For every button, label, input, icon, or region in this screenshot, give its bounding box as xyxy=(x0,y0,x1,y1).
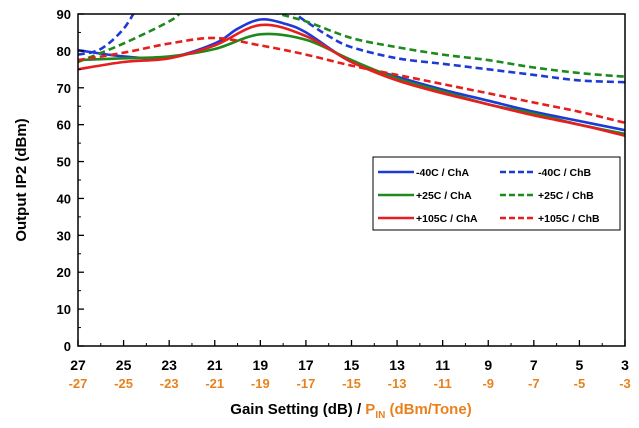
y-tick-label: 70 xyxy=(57,81,71,96)
x-tick-label: 27 xyxy=(70,357,86,373)
series-line-105c-chb xyxy=(78,36,625,125)
x-secondary-tick-label: -7 xyxy=(528,376,540,391)
x-secondary-tick-label: -9 xyxy=(482,376,494,391)
x-secondary-tick-label: -3 xyxy=(619,376,631,391)
x-tick-label: 25 xyxy=(116,357,132,373)
x-axis-label-main: Gain Setting (dB) / xyxy=(230,401,365,418)
y-tick-label: 90 xyxy=(57,7,71,22)
x-secondary-tick-label: -19 xyxy=(251,376,270,391)
x-axis-label-secondary: PIN (dBm/Tone) xyxy=(365,401,471,421)
x-secondary-tick-label: -21 xyxy=(205,376,224,391)
y-tick-label: 0 xyxy=(64,339,71,354)
series-layer xyxy=(78,14,625,137)
x-tick-label: 9 xyxy=(484,357,492,373)
series-line-40c-chb xyxy=(78,14,135,56)
legend-label: +25C / ChB xyxy=(538,190,594,202)
x-tick-label: 11 xyxy=(435,357,450,373)
x-tick-label: 3 xyxy=(621,357,629,373)
x-tick-label: 19 xyxy=(253,357,269,373)
x-secondary-tick-label: -5 xyxy=(574,376,586,391)
legend-label: -40C / ChB xyxy=(538,167,592,179)
y-tick-label: 10 xyxy=(57,302,71,317)
x-axis-label: Gain Setting (dB) / PIN (dBm/Tone) xyxy=(230,401,471,421)
series-line-105c-cha xyxy=(78,23,625,137)
x-tick-label: 21 xyxy=(207,357,223,373)
x-secondary-tick-label: -27 xyxy=(69,376,88,391)
legend-label: -40C / ChA xyxy=(416,167,470,179)
series-line-40c-chb xyxy=(292,14,625,84)
series-line-25c-cha xyxy=(78,32,625,136)
x-secondary-tick-label: -17 xyxy=(297,376,316,391)
y-tick-label: 60 xyxy=(57,118,71,133)
legend-label: +105C / ChB xyxy=(538,213,600,225)
x-tick-label: 23 xyxy=(161,357,177,373)
y-tick-label: 20 xyxy=(57,265,71,280)
x-secondary-tick-label: -25 xyxy=(114,376,133,391)
x-tick-label: 13 xyxy=(389,357,405,373)
series-line-25c-chb xyxy=(78,14,181,64)
y-tick-label: 50 xyxy=(57,155,71,170)
x-tick-label: 5 xyxy=(576,357,584,373)
x-tick-label: 17 xyxy=(298,357,314,373)
axes-layer: 0 10 20 30 40 50 60 70 80 90 27 -27 25 -25 23 -23 21 -21 1… xyxy=(57,7,631,391)
y-tick-label: 40 xyxy=(57,191,71,206)
x-secondary-tick-label: -13 xyxy=(388,376,407,391)
x-tick-label: 7 xyxy=(530,357,538,373)
x-tick-label: 15 xyxy=(344,357,360,373)
legend: -40C / ChA -40C / ChB +25C / ChA +25C / ChB… xyxy=(372,156,621,231)
x-secondary-tick-label: -11 xyxy=(434,376,452,391)
y-tick-label: 30 xyxy=(57,228,71,243)
legend-label: +105C / ChA xyxy=(416,213,478,225)
legend-box xyxy=(372,156,621,231)
series-line-25c-chb xyxy=(273,14,625,78)
x-secondary-tick-label: -15 xyxy=(342,376,361,391)
x-secondary-tick-label: -23 xyxy=(160,376,179,391)
legend-label: +25C / ChA xyxy=(416,190,472,202)
y-tick-label: 80 xyxy=(57,44,71,59)
y-axis-label: Output IP2 (dBm) xyxy=(13,118,30,241)
